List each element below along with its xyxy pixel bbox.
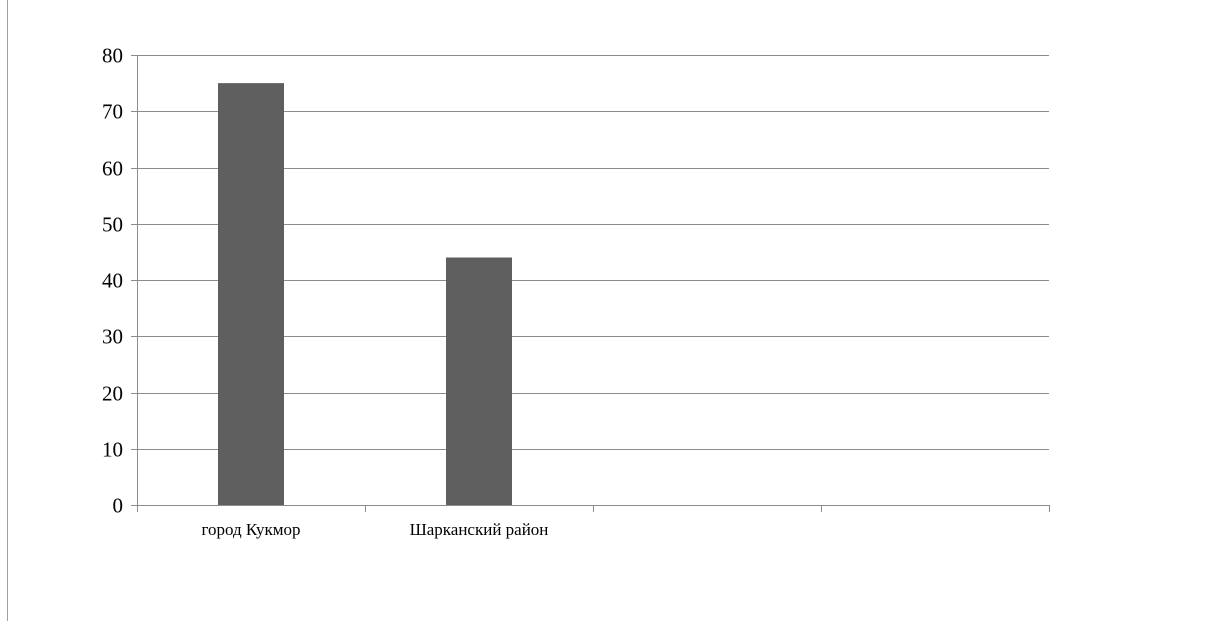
y-tick-label: 40 [102,269,123,293]
bars [218,83,512,505]
y-tick-label: 70 [102,100,123,124]
x-category-label: Шарканский район [410,520,549,539]
y-tick-label: 20 [102,382,123,406]
grid-lines [137,55,1049,450]
y-tick-label: 0 [113,494,124,518]
bar [218,83,284,505]
y-tick-label: 10 [102,438,123,462]
y-tick-label: 60 [102,157,123,181]
bar [446,257,512,505]
y-tick-labels: 0 10 20 30 40 50 60 70 80 [102,44,123,518]
left-border-line [7,0,8,621]
y-tick-label: 80 [102,44,123,68]
y-tick-label: 50 [102,213,123,237]
y-tick-label: 30 [102,325,123,349]
x-category-label: город Кукмор [201,520,300,539]
x-tick-labels: город Кукмор Шарканский район [201,520,548,539]
axes [131,55,1050,512]
